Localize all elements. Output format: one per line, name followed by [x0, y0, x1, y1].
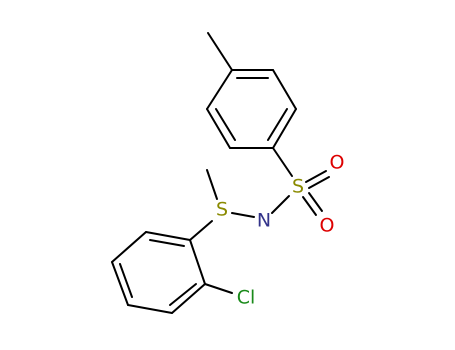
atom-s: S [292, 176, 304, 198]
atom-s: S [216, 199, 228, 221]
atom-n: N [257, 210, 271, 232]
atom-o: O [320, 215, 335, 237]
atom-cl: Cl [237, 287, 256, 309]
atom-o: O [330, 152, 345, 174]
bonds [111, 32, 330, 314]
